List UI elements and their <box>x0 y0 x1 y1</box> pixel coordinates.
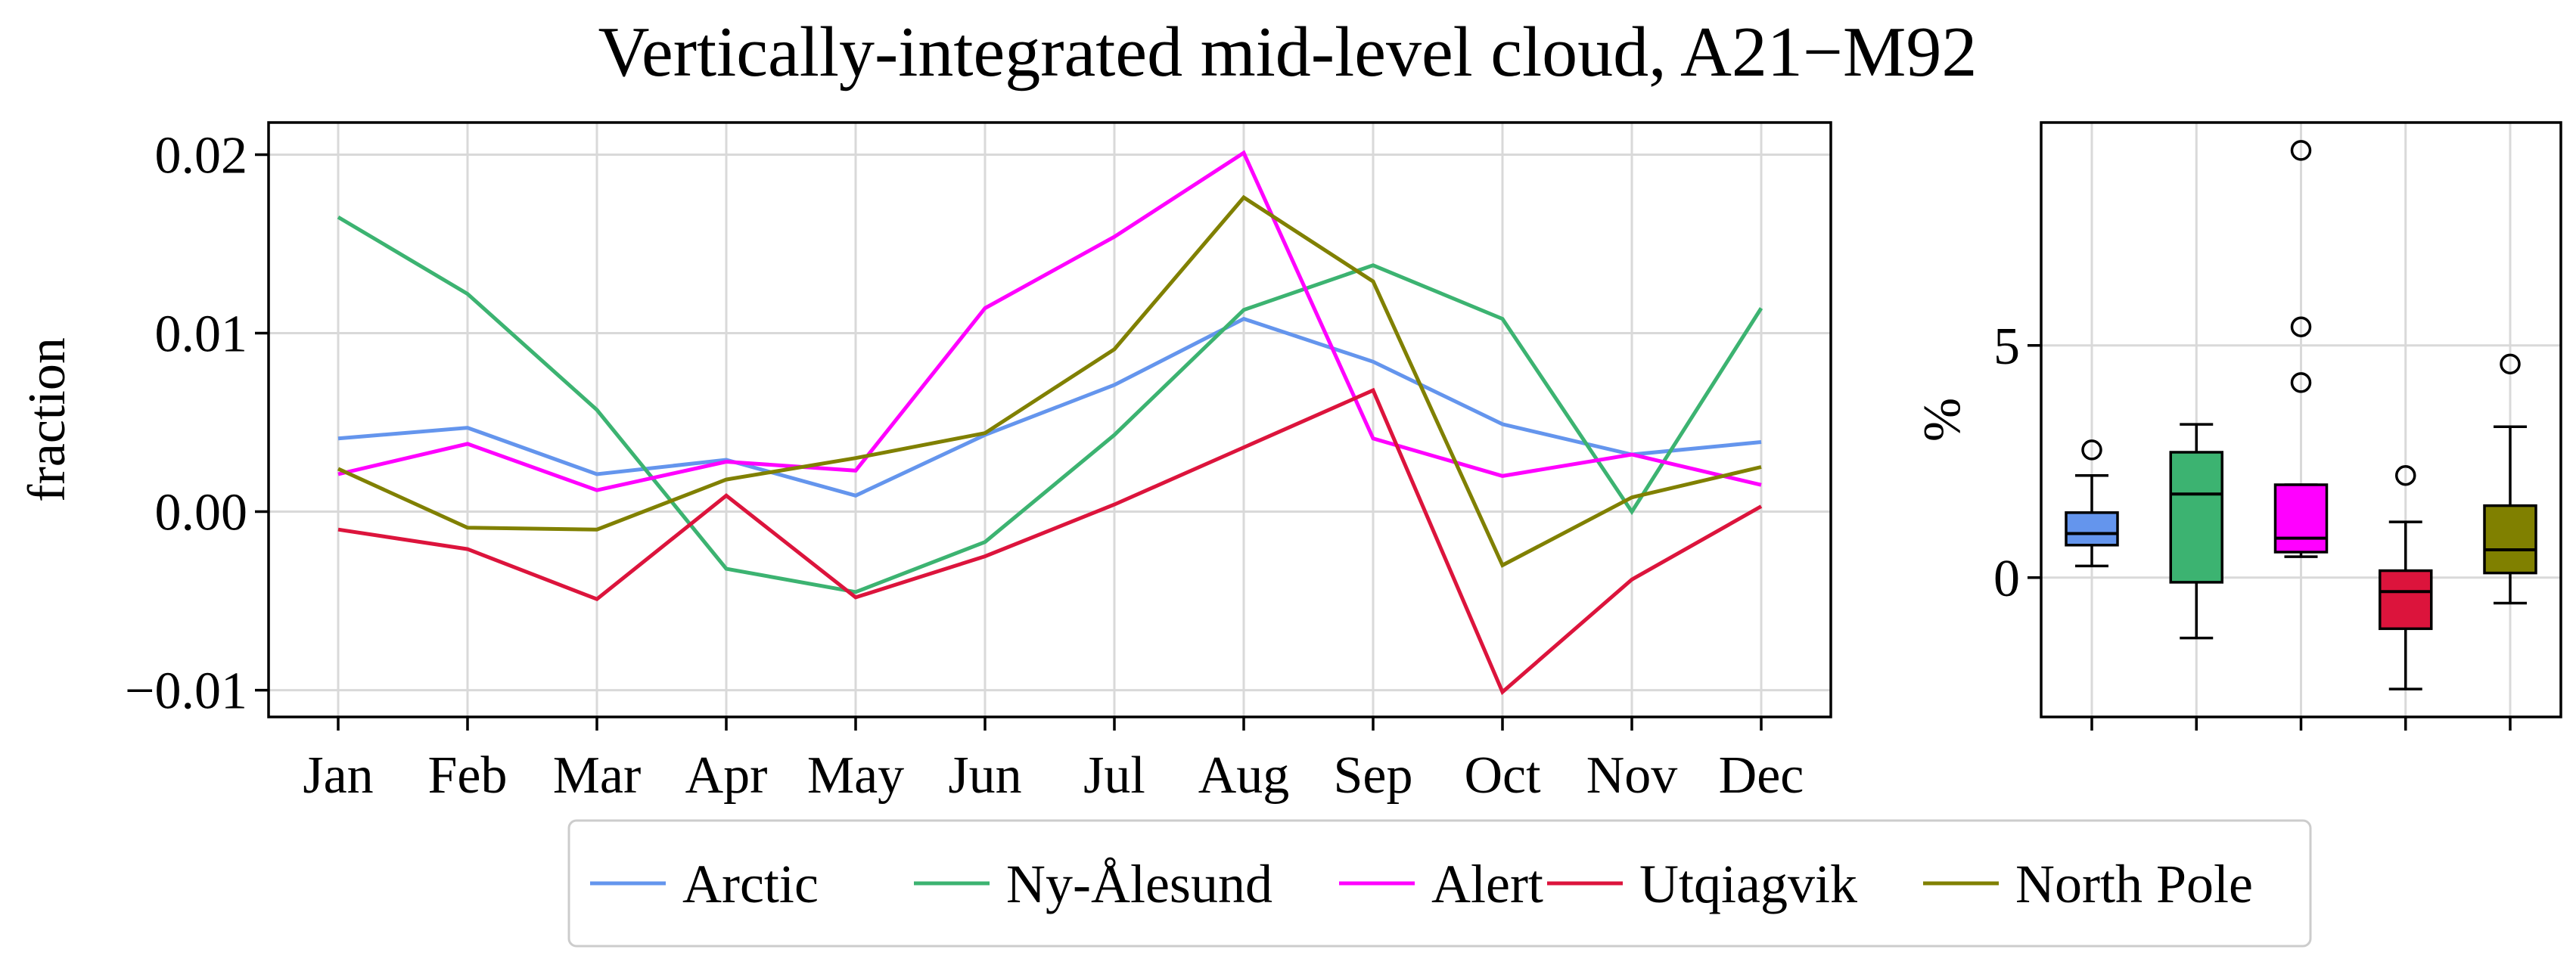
plot-frame <box>267 121 1832 718</box>
legend-label-ny-lesund: Ny-Ålesund <box>1006 854 1272 914</box>
box-utqiagvik <box>2379 569 2433 631</box>
y-tick-label: 0.01 <box>155 306 248 364</box>
x-tick-label: Apr <box>685 746 768 805</box>
legend-label-north-pole: North Pole <box>2015 854 2253 914</box>
outlier-alert <box>2290 316 2312 337</box>
y-axis-label: fraction <box>18 337 76 502</box>
chart-title: Vertically-integrated mid-level cloud, A… <box>598 13 1978 92</box>
outlier-north-pole <box>2500 353 2521 375</box>
series-line-alert <box>337 150 1762 492</box>
plot-frame <box>2040 121 2562 718</box>
x-tick-label: Dec <box>1719 746 1804 805</box>
box-plot-panel: 0 5% <box>1913 121 2562 731</box>
y-tick-label: 0 <box>1993 550 2020 608</box>
outlier-utqiagvik <box>2395 464 2416 486</box>
box-north-pole <box>2483 504 2537 575</box>
line-chart-panel: −0.01 0.00 0.01 0.02 Jan Feb Mar Apr May Jun Jul Au… <box>18 121 1832 805</box>
outlier-alert <box>2290 372 2312 393</box>
legend: Arctic Ny-Ålesund Alert Utqiagvik North Pole <box>567 819 2312 948</box>
outlier-alert <box>2290 140 2312 161</box>
legend-label-utqiagvik: Utqiagvik <box>1639 854 1857 914</box>
y-tick-label: 5 <box>1993 318 2020 376</box>
x-tick-label: Jun <box>948 746 1021 805</box>
box-ny-lesund <box>2169 451 2223 584</box>
series-line-arctic <box>337 316 1762 498</box>
outlier-arctic <box>2081 439 2102 461</box>
box-arctic <box>2065 511 2119 547</box>
y-tick-label: 0.00 <box>155 484 248 542</box>
legend-label-alert: Alert <box>1431 854 1543 914</box>
legend-box <box>567 819 2312 948</box>
x-tick-label: Aug <box>1198 746 1290 805</box>
x-tick-label: Mar <box>553 746 642 805</box>
series-line-north-pole <box>337 194 1762 568</box>
x-tick-label: Jan <box>303 746 373 805</box>
series-line-ny-lesund <box>337 215 1763 594</box>
x-tick-label: Jul <box>1083 746 1145 805</box>
legend-label-arctic: Arctic <box>682 854 819 914</box>
x-tick-label: May <box>807 746 904 805</box>
x-tick-label: Nov <box>1586 746 1678 805</box>
y-axis-label: % <box>1913 398 1972 442</box>
x-tick-label: Oct <box>1464 746 1541 805</box>
box-alert <box>2273 483 2329 554</box>
x-tick-label: Feb <box>428 746 508 805</box>
series-line-utqiagvik <box>337 387 1763 696</box>
x-tick-label: Sep <box>1334 746 1413 805</box>
y-tick-label: 0.02 <box>155 126 248 185</box>
y-tick-label: −0.01 <box>125 662 247 721</box>
